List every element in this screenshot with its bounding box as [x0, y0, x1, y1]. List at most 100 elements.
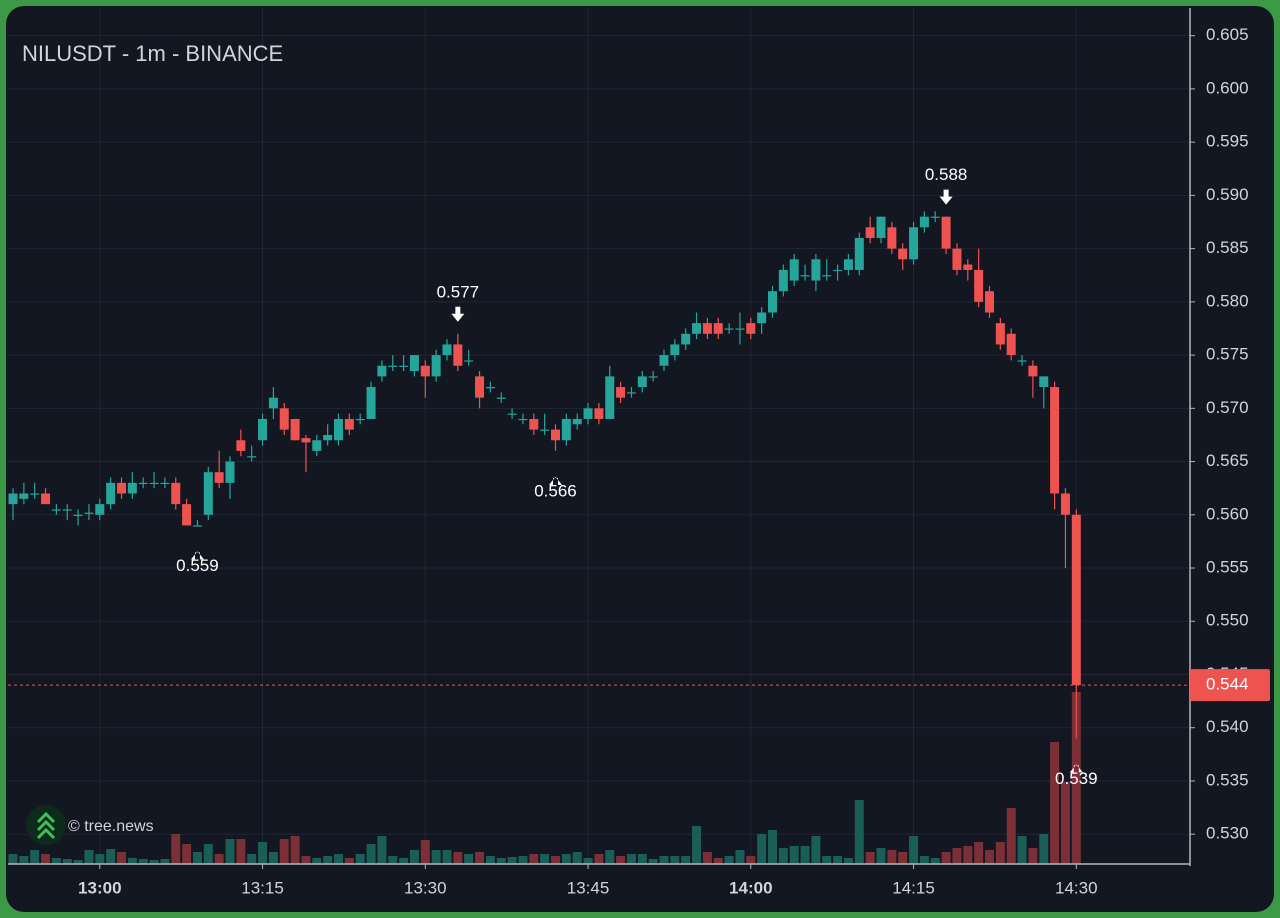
x-tick-label: 13:00	[78, 878, 121, 897]
candle-body	[811, 259, 821, 281]
volume-bar	[290, 836, 300, 864]
candle-body	[1071, 514, 1081, 686]
y-tick-label: 0.565	[1206, 451, 1249, 470]
volume-bar	[192, 852, 202, 864]
candle-body	[648, 376, 658, 378]
y-tick-label: 0.585	[1206, 238, 1249, 257]
volume-bar	[713, 858, 723, 864]
candle-body	[149, 482, 159, 485]
candle-body	[952, 248, 962, 270]
volume-bar	[431, 850, 441, 864]
candle-body	[236, 440, 246, 451]
annotation-arrow	[549, 476, 562, 485]
candle-body	[594, 408, 604, 419]
candle-body	[735, 328, 745, 330]
candle-body	[616, 387, 626, 398]
candle-body	[724, 328, 734, 330]
candle-body	[637, 376, 647, 388]
candle-body	[8, 493, 18, 505]
candle-body	[106, 482, 116, 505]
annotation-label: 0.559	[176, 556, 219, 575]
candle-body	[692, 323, 702, 334]
volume-bar	[659, 856, 669, 864]
volume-bar	[1050, 742, 1060, 864]
volume-bar	[268, 852, 278, 864]
candle-body	[626, 392, 636, 394]
candle-body	[160, 482, 170, 485]
volume-bar	[171, 834, 181, 864]
annotation-arrow	[451, 306, 465, 322]
candle-body	[930, 216, 940, 218]
candle-body	[258, 418, 268, 441]
candle-body	[485, 387, 495, 389]
candle-body	[713, 323, 723, 334]
volume-bar	[648, 859, 658, 864]
volume-bar	[507, 857, 517, 864]
candle-body	[876, 216, 886, 238]
annotation-label: 0.588	[925, 165, 968, 184]
volume-bar	[312, 858, 322, 864]
candle-body	[171, 482, 181, 505]
volume-bar	[84, 850, 94, 864]
volume-bar	[681, 856, 691, 864]
y-tick-label: 0.605	[1206, 25, 1249, 44]
volume-bar	[963, 846, 973, 864]
volume-bar	[377, 836, 387, 864]
candle-body	[507, 413, 517, 415]
volume-bar	[540, 854, 550, 864]
volume-bar	[746, 856, 756, 864]
candle-body	[995, 323, 1005, 345]
volume-bar	[952, 848, 962, 864]
candle-body	[475, 376, 485, 398]
volume-bar	[420, 840, 430, 864]
volume-bar	[985, 850, 994, 864]
volume-bar	[182, 844, 192, 864]
volume-bar	[334, 854, 343, 864]
volume-bar	[605, 850, 615, 864]
volume-bar	[225, 839, 235, 864]
candle-body	[51, 509, 61, 511]
volume-bar	[1028, 848, 1038, 864]
volume-bar	[106, 849, 116, 864]
candle-body	[1050, 387, 1060, 494]
candle-body	[865, 227, 875, 238]
volume-bar	[258, 842, 268, 864]
x-tick-label: 13:45	[567, 878, 610, 897]
candle-body	[453, 344, 463, 366]
candle-body	[225, 461, 235, 483]
candle-body	[518, 418, 528, 421]
candle-body	[464, 360, 474, 362]
volume-bar	[19, 856, 29, 864]
volume-bar	[214, 854, 224, 864]
x-tick-label: 14:15	[892, 878, 935, 897]
watermark: © tree.news	[68, 818, 154, 835]
candle-body	[681, 333, 691, 345]
plot: 0.559 0.577 0.566 0.588 0.539	[8, 165, 1190, 788]
volume-bar	[73, 860, 83, 864]
volume-bar	[811, 836, 821, 864]
candle-body	[670, 344, 680, 356]
volume-bar	[561, 854, 571, 864]
volume-bar	[768, 830, 777, 864]
candle-body	[420, 365, 430, 377]
volume-bar	[898, 852, 908, 864]
candle-body	[496, 397, 506, 399]
volume-bar	[757, 834, 767, 864]
annotation-label: 0.577	[437, 282, 480, 301]
volume-bar	[1017, 836, 1027, 864]
volume-bar	[692, 826, 702, 864]
candle-body	[290, 418, 300, 441]
candle-body	[268, 397, 278, 409]
candle-body	[334, 418, 343, 441]
volume-bar	[203, 844, 213, 864]
y-tick-label: 0.600	[1206, 78, 1249, 97]
volume-bar	[496, 858, 506, 864]
candle-body	[1039, 376, 1049, 388]
volume-bar	[941, 852, 951, 864]
annotation-arrow	[939, 189, 953, 205]
y-tick-label: 0.540	[1206, 717, 1249, 736]
axes: 0.5300.5350.5400.5450.5500.5550.5600.565…	[78, 25, 1270, 897]
last-price-label: 0.544	[1206, 675, 1249, 694]
x-tick-label: 14:30	[1055, 878, 1098, 897]
